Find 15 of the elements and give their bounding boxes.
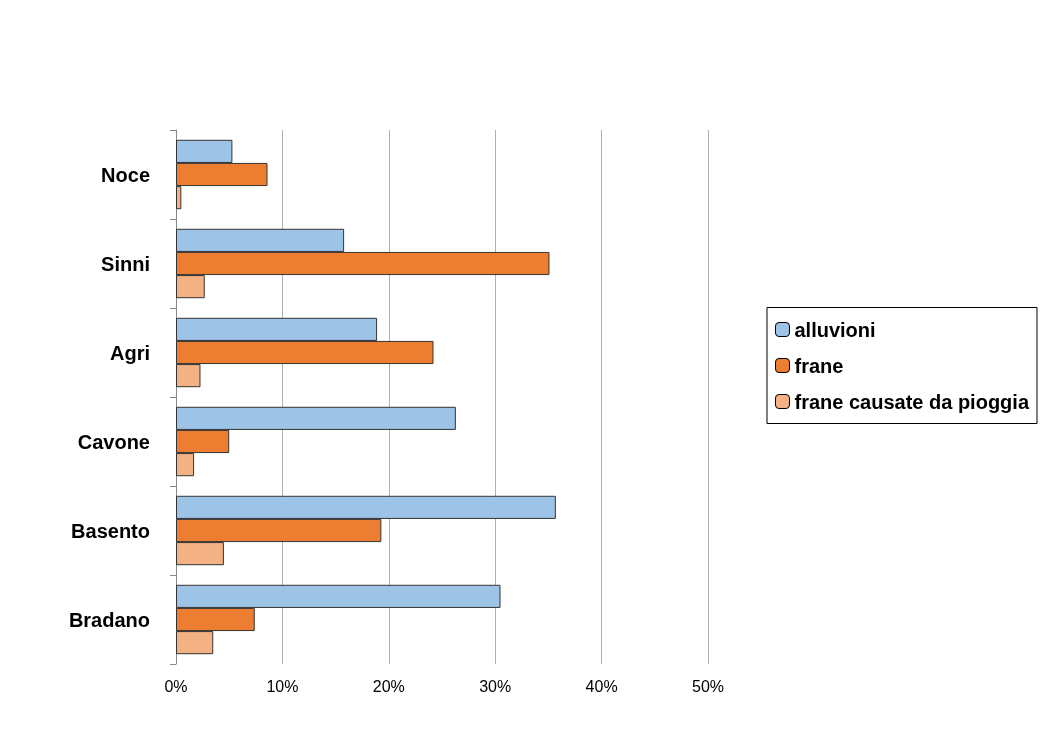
legend-label: alluvioni [794, 318, 876, 341]
legend-label: frane causate da pioggia [794, 390, 1030, 413]
y-tick-label: Agri [110, 341, 150, 364]
y-tick-label: Cavone [77, 430, 150, 453]
y-tick-label: Sinni [101, 252, 150, 275]
legend-label: frane [794, 354, 844, 377]
y-tick-label: Noce [101, 163, 150, 186]
x-tick-label: 20% [372, 677, 405, 695]
x-tick-label: 0% [164, 677, 188, 695]
y-tick-label: Basento [71, 519, 150, 542]
x-tick-label: 50% [691, 677, 725, 695]
x-tick-label: 30% [479, 677, 512, 695]
x-tick-label: 40% [585, 677, 618, 695]
y-tick-label: Bradano [68, 608, 150, 631]
x-tick-label: 10% [266, 677, 299, 695]
